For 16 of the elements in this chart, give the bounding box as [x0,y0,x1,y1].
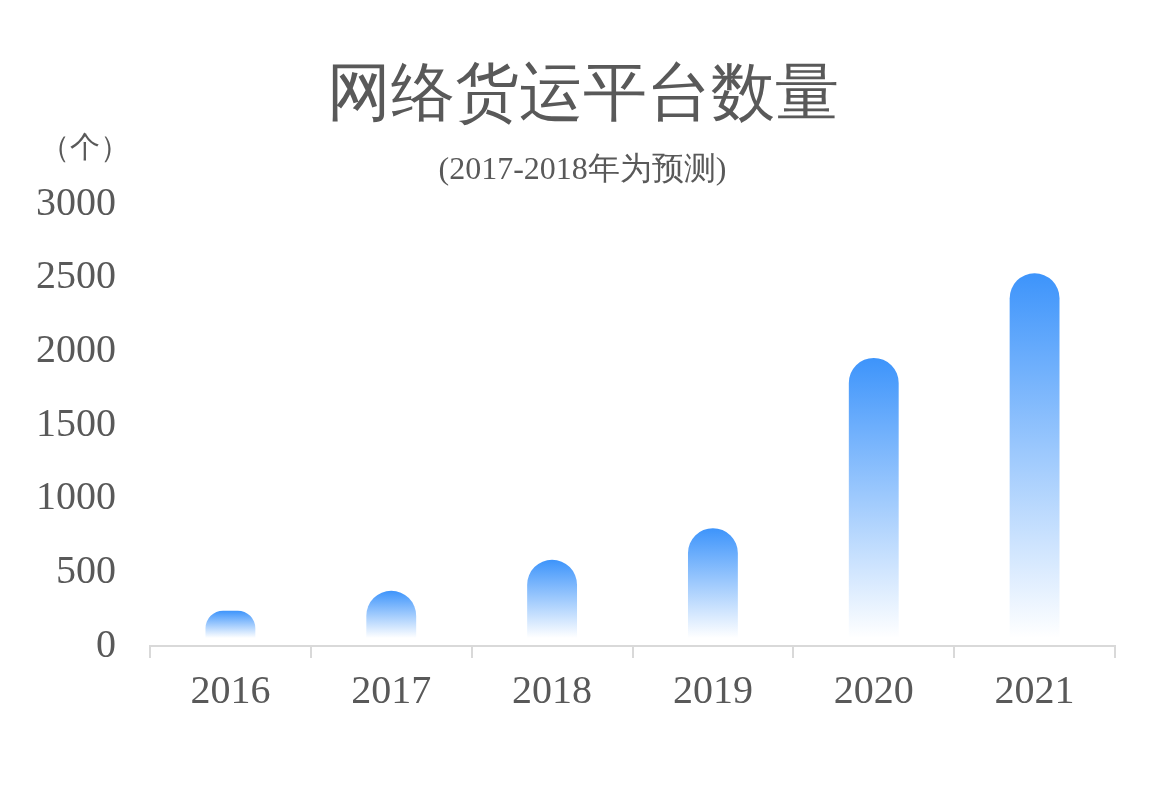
y-tick-label: 3000 [36,178,116,224]
y-tick-label: 1000 [36,473,116,519]
x-tick-label: 2019 [672,666,753,712]
x-tick-label: 2016 [190,666,271,712]
x-tick-label: 2021 [994,666,1075,712]
x-tick-label: 2018 [512,666,593,712]
y-tick-label: 0 [96,620,116,666]
x-tick-label: 2020 [833,666,914,712]
chart-subtitle: (2017-2018年为预测) [438,150,727,186]
x-tick-label: 2017 [351,666,432,712]
y-tick-label: 1500 [36,399,116,445]
y-axis-title: （个） [40,129,130,165]
y-tick-label: 2000 [36,325,116,371]
y-tick-label: 500 [56,546,116,592]
chart-title: 网络货运平台数量 [326,55,839,129]
y-tick-label: 2500 [36,252,116,298]
